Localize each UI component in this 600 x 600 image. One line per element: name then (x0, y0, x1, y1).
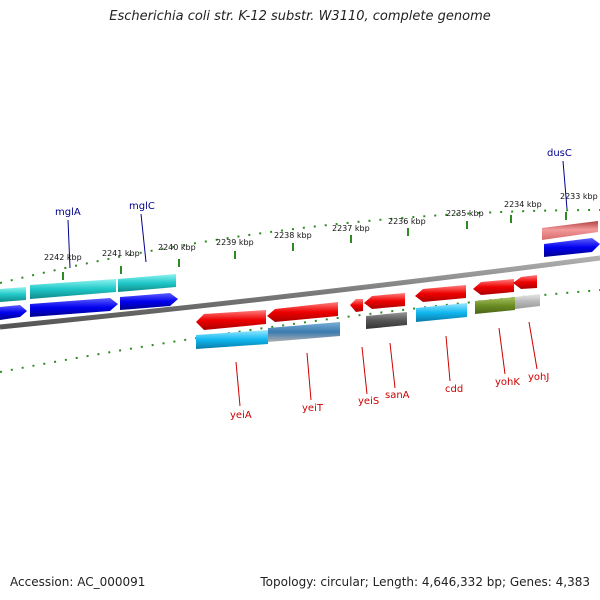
gene-mglC-cds (120, 293, 178, 310)
gene-label-yohK: yohK (495, 377, 520, 388)
leader-yeiA (235, 361, 241, 407)
leader-sanA (389, 342, 396, 389)
gene-partial-feature (0, 287, 26, 302)
gene-label-yeiA: yeiA (230, 410, 252, 421)
gene-yohJ-feature (515, 294, 540, 309)
forward-gene-labels: dusC mglC mglA (55, 148, 572, 218)
tick-label: 2235 kbp (446, 209, 484, 218)
gene-sanA-feature (366, 312, 407, 329)
gene-label-yohJ: yohJ (528, 372, 549, 383)
gene-label-mglA: mglA (55, 207, 81, 218)
tick-label: 2234 kbp (504, 200, 542, 209)
tick-label: 2237 kbp (332, 224, 370, 233)
tick-label: 2233 kbp (560, 192, 598, 201)
tick-labels: 2233 kbp 2234 kbp 2235 kbp 2236 kbp 2237… (44, 192, 598, 262)
gene-cdd-cds (415, 285, 466, 302)
genome-summary-text: Topology: circular; Length: 4,646,332 bp… (260, 575, 590, 589)
gene-mglC-feature (118, 274, 176, 292)
forward-strand-features (0, 221, 600, 320)
reverse-label-leaders (235, 321, 538, 407)
gene-label-cdd: cdd (445, 384, 463, 395)
leader-mglC (140, 213, 147, 263)
gene-dusC-cds (544, 238, 600, 257)
gene-mglA-feature (30, 279, 116, 299)
leader-mglA (67, 219, 71, 269)
leader-yeiT (306, 352, 312, 401)
reverse-gene-labels: yeiA yeiT yeiS sanA cdd yohK yohJ (230, 372, 549, 421)
gene-label-mglC: mglC (129, 201, 155, 212)
major-ticks (62, 212, 567, 280)
leader-yeiS (361, 346, 368, 395)
leader-yohJ (528, 321, 538, 370)
gene-label-yeiT: yeiT (302, 403, 324, 414)
leader-dusC (562, 160, 568, 210)
gene-yeiT-cds (267, 302, 338, 322)
gene-yeiA-feature (196, 330, 268, 349)
tick-label: 2236 kbp (388, 217, 426, 226)
gene-yohK-cds (473, 279, 514, 295)
tick-label: 2241 kbp (102, 249, 140, 258)
map-title: Escherichia coli str. K-12 substr. W3110… (109, 9, 491, 24)
gene-cdd-feature (416, 303, 467, 322)
gene-partial-cds (0, 305, 27, 320)
tick-label: 2240 kbp (158, 243, 196, 252)
accession-text: Accession: AC_000091 (10, 575, 146, 589)
tick-label: 2242 kbp (44, 253, 82, 262)
gene-mglA-cds (30, 298, 118, 317)
gene-yeiA-cds (196, 310, 266, 330)
forward-label-leaders (67, 160, 568, 269)
gene-yeiT-feature (268, 322, 340, 342)
reverse-strand-features (196, 275, 540, 349)
gene-label-dusC: dusC (547, 148, 572, 159)
genome-backbone (0, 255, 600, 330)
gene-yohK-feature (475, 297, 515, 314)
leader-cdd (445, 335, 451, 382)
tick-label: 2238 kbp (274, 231, 312, 240)
gene-dusC-feature (542, 221, 598, 240)
tick-label: 2239 kbp (216, 238, 254, 247)
gene-sanA-cds (364, 293, 405, 309)
gene-label-yeiS: yeiS (358, 396, 379, 407)
leader-yohK (498, 327, 506, 375)
gene-yohJ-cds (513, 275, 537, 289)
gene-yeiS-cds (350, 299, 363, 312)
gene-label-sanA: sanA (385, 390, 410, 401)
